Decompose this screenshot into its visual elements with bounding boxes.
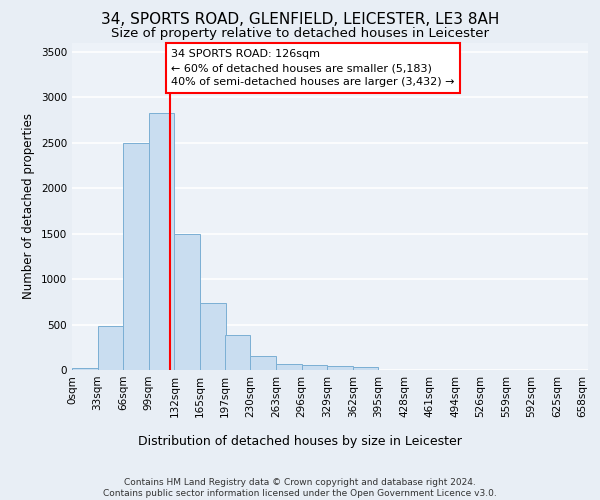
Bar xyxy=(276,364,302,370)
Bar xyxy=(250,356,276,370)
Bar xyxy=(175,234,200,370)
Bar xyxy=(225,336,250,370)
Bar xyxy=(72,368,98,370)
Bar xyxy=(302,366,327,370)
Text: Size of property relative to detached houses in Leicester: Size of property relative to detached ho… xyxy=(111,28,489,40)
Bar xyxy=(200,302,226,370)
Bar xyxy=(149,114,175,370)
Bar xyxy=(327,366,353,370)
Text: 34, SPORTS ROAD, GLENFIELD, LEICESTER, LE3 8AH: 34, SPORTS ROAD, GLENFIELD, LEICESTER, L… xyxy=(101,12,499,28)
Y-axis label: Number of detached properties: Number of detached properties xyxy=(22,114,35,299)
Text: Contains HM Land Registry data © Crown copyright and database right 2024.
Contai: Contains HM Land Registry data © Crown c… xyxy=(103,478,497,498)
Bar xyxy=(353,368,379,370)
Text: Distribution of detached houses by size in Leicester: Distribution of detached houses by size … xyxy=(138,435,462,448)
Text: 34 SPORTS ROAD: 126sqm
← 60% of detached houses are smaller (5,183)
40% of semi-: 34 SPORTS ROAD: 126sqm ← 60% of detached… xyxy=(172,49,455,87)
Bar xyxy=(123,142,149,370)
Bar xyxy=(98,326,123,370)
